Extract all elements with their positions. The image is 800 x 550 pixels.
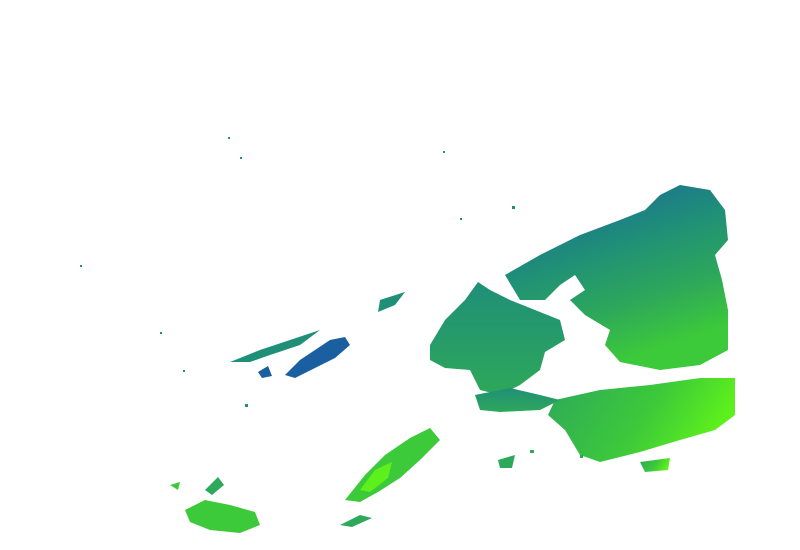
scattered-echoes — [80, 137, 583, 458]
western-precipitation-cell — [230, 292, 405, 378]
far-southwest-precipitation — [170, 477, 260, 533]
southern-precipitation-band — [548, 378, 735, 472]
southwest-precipitation-streak — [340, 428, 515, 527]
main-precipitation-band — [505, 185, 728, 370]
central-precipitation-cluster — [430, 282, 565, 412]
